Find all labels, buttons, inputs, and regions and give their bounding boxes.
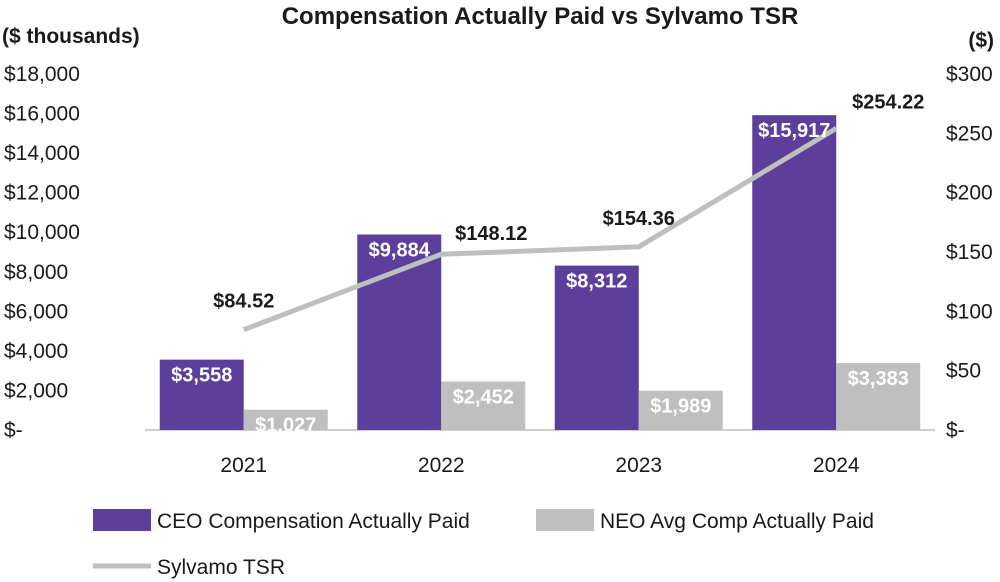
neo-bar-label: $1,027	[255, 415, 316, 437]
left-axis-unit-label: ($ thousands)	[2, 25, 140, 48]
tsr-point-label: $154.36	[603, 208, 675, 230]
ceo-bar	[159, 359, 244, 430]
ceo-bar	[357, 234, 442, 430]
x-axis-category-label: 2024	[813, 454, 860, 477]
right-tick-label: $300	[946, 63, 993, 86]
legend: CEO Compensation Actually Paid NEO Avg Co…	[93, 509, 874, 579]
tsr-point-label: $254.22	[852, 91, 924, 113]
left-tick-label: $18,000	[4, 63, 80, 86]
bars	[159, 115, 921, 430]
left-tick-label: $6,000	[4, 300, 68, 323]
left-tick-label: $10,000	[4, 221, 80, 244]
left-tick-label: $8,000	[4, 261, 68, 284]
right-tick-label: $250	[946, 122, 993, 145]
right-axis: $- $50 $100 $150 $200 $250 $300	[946, 63, 993, 442]
right-tick-label: $-	[946, 419, 965, 442]
tsr-line	[242, 126, 838, 333]
tsr-point-label: $148.12	[455, 223, 527, 245]
x-axis-category-label: 2021	[220, 454, 267, 477]
left-axis: $- $2,000 $4,000 $6,000 $8,000 $10,000 $12,000…	[4, 63, 80, 442]
neo-bar	[441, 381, 526, 430]
legend-label-tsr: Sylvamo TSR	[157, 556, 285, 579]
x-axis-category-label: 2023	[615, 454, 662, 477]
left-tick-label: $14,000	[4, 142, 80, 165]
right-tick-label: $50	[946, 360, 981, 383]
bar-labels: $3,558 $1,027 $9,884 $2,452 $8,312 $1,989 $15,…	[171, 120, 909, 436]
neo-bar-label: $2,452	[453, 387, 514, 409]
right-axis-unit-label: ($)	[968, 29, 994, 52]
ceo-bar	[554, 265, 639, 430]
legend-label-neo: NEO Avg Comp Actually Paid	[600, 510, 874, 533]
right-tick-label: $150	[946, 241, 993, 264]
neo-bar-label: $1,989	[650, 396, 711, 418]
left-tick-label: $12,000	[4, 182, 80, 205]
legend-swatch-ceo	[93, 509, 151, 531]
right-tick-label: $100	[946, 300, 993, 323]
left-tick-label: $2,000	[4, 379, 68, 402]
neo-bar	[836, 363, 921, 430]
neo-bar-label: $3,383	[848, 368, 909, 390]
neo-bar	[638, 390, 723, 430]
ceo-bar-label: $9,884	[369, 240, 431, 262]
left-tick-label: $16,000	[4, 103, 80, 126]
right-tick-label: $200	[946, 182, 993, 205]
legend-swatch-neo	[536, 509, 594, 531]
x-axis-category-label: 2022	[418, 454, 465, 477]
neo-bar	[243, 409, 328, 430]
left-tick-label: $-	[4, 419, 23, 442]
tsr-series	[242, 126, 838, 333]
legend-label-ceo: CEO Compensation Actually Paid	[157, 510, 470, 533]
ceo-bar-label: $15,917	[758, 120, 830, 142]
ceo-bar	[752, 115, 837, 430]
ceo-bar-label: $3,558	[171, 365, 232, 387]
ceo-bar-label: $8,312	[566, 271, 627, 293]
chart-title: Compensation Actually Paid vs Sylvamo TS…	[282, 3, 799, 30]
left-tick-label: $4,000	[4, 340, 68, 363]
x-axis-categories: 2021 2022 2023 2024	[220, 454, 860, 477]
tsr-point-label: $84.52	[213, 291, 274, 313]
tsr-labels: $84.52 $148.12 $154.36 $254.22	[213, 91, 924, 312]
